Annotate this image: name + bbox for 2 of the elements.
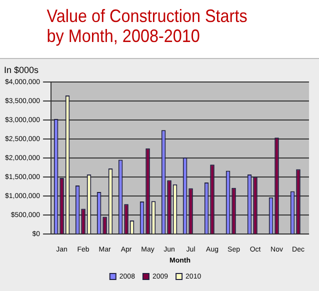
- y-axis-title: In $000s: [4, 65, 39, 75]
- chart-title: Value of Construction Starts by Month, 2008-2010: [46, 5, 248, 48]
